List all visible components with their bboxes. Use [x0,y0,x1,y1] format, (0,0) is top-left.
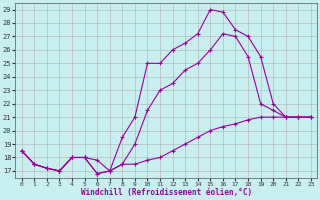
X-axis label: Windchill (Refroidissement éolien,°C): Windchill (Refroidissement éolien,°C) [81,188,252,197]
